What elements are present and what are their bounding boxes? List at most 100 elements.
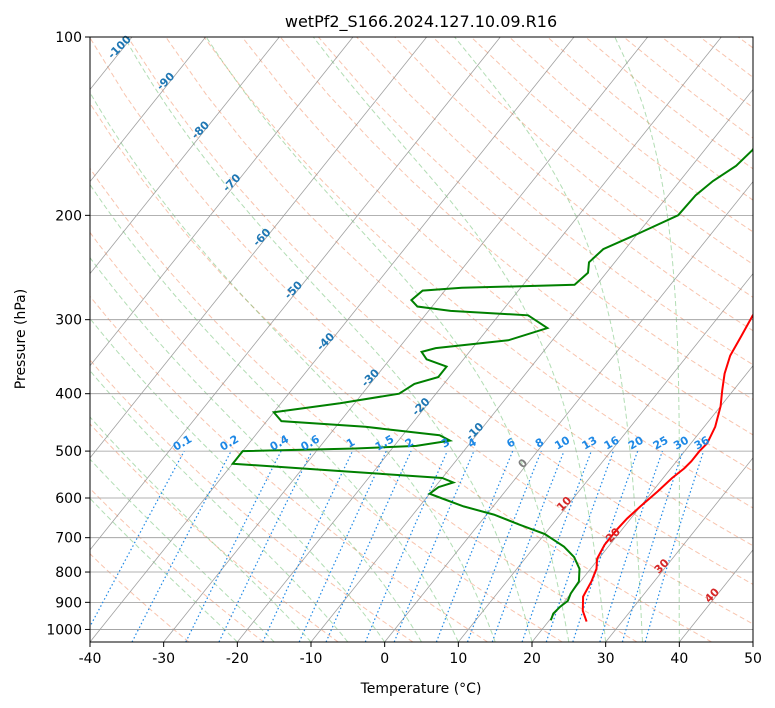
temperature-profile: [581, 313, 753, 622]
dry-adiabat: [318, 37, 753, 401]
isotherm-label: -40: [314, 330, 337, 353]
y-tick-label: 900: [55, 595, 82, 611]
mixing-ratio-label: 3: [439, 436, 452, 451]
mixing-ratio-label: 0.2: [218, 433, 241, 454]
x-axis-label: Temperature (°C): [360, 681, 482, 697]
mixing-ratio-label: 13: [580, 434, 600, 453]
isotherm-line: [458, 273, 753, 642]
x-tick-label: 0: [380, 651, 389, 667]
mixing-ratio-line: [185, 450, 282, 642]
y-tick-label: 600: [55, 491, 82, 507]
isotherm-label: -90: [154, 70, 177, 93]
series-layer: [230, 147, 753, 622]
dry-adiabat: [90, 231, 563, 642]
dry-adiabat: [432, 37, 753, 298]
x-tick-label: 50: [744, 651, 762, 667]
mixing-ratio-line: [545, 450, 614, 642]
isotherm-line: [679, 549, 753, 642]
y-tick-label: 1000: [46, 622, 82, 638]
dry-adiabat: [241, 37, 753, 472]
moist-adiabat: [90, 317, 386, 642]
mixing-ratio-label: 1.5: [373, 433, 396, 454]
isotherm-line: [237, 37, 722, 642]
dry-adiabat: [508, 37, 753, 233]
mixing-ratio-line: [325, 450, 412, 642]
x-tick-label: 30: [597, 651, 615, 667]
mixing-ratio-line: [298, 450, 387, 642]
dry-adiabat: [90, 487, 264, 642]
isotherm-line: [605, 457, 753, 642]
y-tick-label: 300: [55, 313, 82, 329]
mixing-ratio-line: [262, 450, 354, 642]
isotherm-line: [163, 37, 648, 642]
isotherm-line: [90, 37, 427, 459]
mixing-ratio-line: [521, 450, 592, 642]
moist-adiabat: [90, 369, 349, 642]
isotherm-label: 30: [652, 556, 672, 576]
isotherm-line: [752, 641, 753, 642]
mixing-ratio-line: [90, 450, 185, 628]
y-tick-label: 800: [55, 565, 82, 581]
moist-adiabat: [90, 256, 422, 642]
mixing-ratio-label: 25: [651, 434, 671, 453]
moist-adiabat: [312, 37, 607, 642]
isotherm-label: -60: [250, 226, 273, 249]
isotherm-line: [384, 180, 753, 642]
x-tick-label: 10: [449, 651, 467, 667]
mixing-ratio-line: [621, 450, 684, 642]
dry-adiabat: [699, 37, 753, 78]
isotherm-label: 0: [516, 456, 531, 471]
x-tick-label: -10: [300, 651, 323, 667]
moist-adiabat: [614, 37, 680, 642]
mixing-ratio-line: [218, 450, 313, 642]
isotherm-line: [531, 365, 753, 642]
isotherm-label: -80: [189, 118, 212, 141]
mixing-ratio-line: [599, 450, 663, 642]
x-tick-label: -20: [226, 651, 249, 667]
isotherm-line: [310, 88, 753, 642]
isotherm-line: [90, 37, 206, 183]
axis-ticks: -40 -30 -20 -10 0 10 20 30 40 5010020030040050060…: [46, 30, 762, 667]
moist-adiabat: [90, 458, 275, 642]
mixing-ratio-label: 10: [552, 433, 572, 452]
mixing-ratio-line: [572, 450, 639, 642]
background-lines: [0, 37, 753, 642]
dry-adiabat: [90, 37, 753, 625]
mixing-ratio-label: 0.1: [171, 433, 194, 454]
y-tick-label: 500: [55, 444, 82, 460]
dry-adiabat: [547, 37, 753, 201]
isotherm-line: [90, 37, 280, 275]
mixing-ratio-line: [491, 450, 565, 642]
x-tick-label: -40: [79, 651, 102, 667]
moist-adiabat: [90, 497, 238, 642]
dry-adiabat: [90, 553, 190, 642]
y-tick-label: 700: [55, 531, 82, 547]
dry-adiabat: [279, 37, 753, 436]
isotherm-label: -50: [282, 278, 305, 301]
dry-adiabat: [356, 37, 753, 366]
mixing-ratio-label: 0.6: [298, 432, 322, 453]
mixing-ratio-label: 16: [602, 433, 622, 452]
dry-adiabat: [165, 37, 753, 547]
chart-title: wetPf2_S166.2024.127.10.09.R16: [285, 12, 557, 32]
x-tick-label: 40: [670, 651, 688, 667]
mixing-ratio-line: [364, 450, 448, 642]
mixing-ratio-line: [466, 450, 542, 642]
dry-adiabat: [90, 295, 488, 642]
dry-adiabat: [90, 423, 339, 642]
y-axis-label: Pressure (hPa): [13, 289, 29, 389]
y-tick-label: 200: [55, 208, 82, 224]
isotherm-line: [90, 37, 354, 367]
mixing-ratio-label: 30: [671, 433, 691, 452]
isotherm-label: -30: [359, 366, 382, 389]
isotherm-label: -20: [409, 395, 432, 418]
y-tick-label: 400: [55, 387, 82, 403]
dry-adiabat: [203, 37, 753, 509]
dry-adiabat: [90, 102, 712, 642]
y-tick-label: 100: [55, 30, 82, 46]
dry-adiabat: [470, 37, 753, 265]
isotherm-line: [0, 37, 58, 642]
mixing-ratio-line: [393, 450, 475, 642]
x-tick-label: 20: [523, 651, 541, 667]
